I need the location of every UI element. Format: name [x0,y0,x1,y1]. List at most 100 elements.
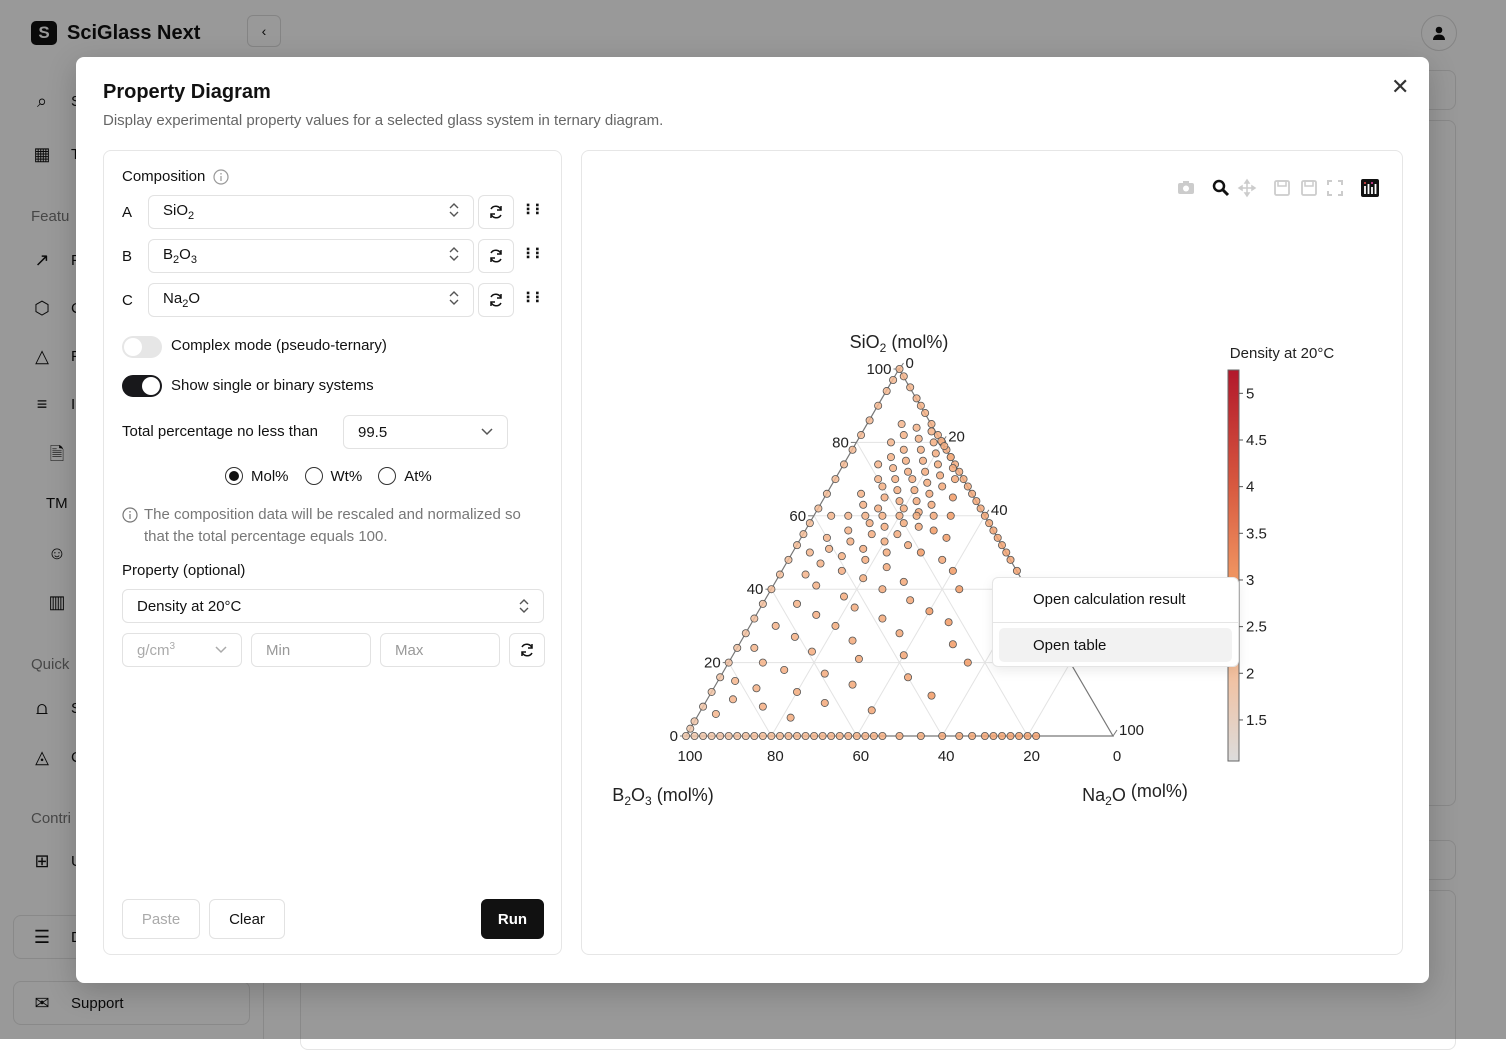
data-point[interactable] [946,511,955,520]
data-point[interactable] [810,732,819,741]
data-point[interactable] [831,621,840,630]
data-point[interactable] [807,647,816,656]
drag-handle-icon[interactable]: ⠇⠇ [525,246,544,262]
data-point[interactable] [955,467,964,476]
data-point[interactable] [938,732,947,741]
data-point[interactable] [874,401,883,410]
data-point[interactable] [914,522,923,531]
data-point[interactable] [886,453,895,462]
run-button[interactable]: Run [481,899,544,939]
reset-range-button[interactable] [509,633,545,667]
component-select-a[interactable]: SiO2 [148,195,474,229]
data-point[interactable] [827,732,836,741]
data-point[interactable] [831,475,840,484]
data-point[interactable] [839,592,848,601]
data-point[interactable] [910,486,919,495]
drag-handle-icon[interactable]: ⠇⠇ [525,202,544,218]
data-point[interactable] [869,732,878,741]
data-point[interactable] [889,464,898,473]
data-point[interactable] [980,732,989,741]
data-point[interactable] [767,732,776,741]
data-point[interactable] [825,544,834,553]
data-point[interactable] [682,732,691,741]
data-point[interactable] [741,732,750,741]
data-point[interactable] [859,544,868,553]
show-single-binary-toggle[interactable] [122,375,162,397]
data-point[interactable] [906,596,915,605]
data-point[interactable] [818,732,827,741]
save-icon[interactable] [1272,178,1292,198]
data-point[interactable] [899,372,908,381]
swap-component-button[interactable] [478,283,514,317]
data-point[interactable] [889,376,898,385]
clear-button[interactable]: Clear [209,899,285,939]
sidebar-item[interactable]: ▥ [46,591,86,613]
data-point[interactable] [857,489,866,498]
data-point[interactable] [878,511,887,520]
data-point[interactable] [997,541,1006,550]
sidebar-item[interactable]: ▦T [31,143,80,165]
data-point[interactable] [880,537,889,546]
min-input[interactable]: Min [251,633,371,667]
save-alt-icon[interactable] [1299,178,1319,198]
data-point[interactable] [814,504,823,513]
data-point[interactable] [865,416,874,425]
data-point[interactable] [859,500,868,509]
data-point[interactable] [741,629,750,638]
data-point[interactable] [899,577,908,586]
data-point[interactable] [724,732,733,741]
radio-wt-pct[interactable]: Wt% [304,467,362,485]
chart-logo-icon[interactable] [1360,178,1380,198]
data-point[interactable] [820,669,829,678]
data-point[interactable] [839,460,848,469]
data-point[interactable] [968,732,977,741]
data-point[interactable] [857,431,866,440]
data-point[interactable] [716,673,725,682]
data-point[interactable] [940,442,949,451]
data-point[interactable] [750,732,759,741]
data-point[interactable] [786,713,795,722]
sidebar-item[interactable]: ✉ Support [31,992,123,1014]
data-point[interactable] [801,732,810,741]
menu-item-open-calculation-result[interactable]: Open calculation result [1033,590,1186,608]
data-point[interactable] [874,475,883,484]
data-point[interactable] [931,449,940,458]
data-point[interactable] [1006,732,1015,741]
data-point[interactable] [699,732,708,741]
data-point[interactable] [893,486,902,495]
data-point[interactable] [989,526,998,535]
swap-component-button[interactable] [478,239,514,273]
data-point[interactable] [912,497,921,506]
data-point[interactable] [980,511,989,520]
component-select-b[interactable]: B2O3 [148,239,474,273]
data-point[interactable] [850,603,859,612]
data-point[interactable] [918,456,927,465]
data-point[interactable] [880,522,889,531]
data-point[interactable] [780,665,789,674]
data-point[interactable] [882,387,891,396]
data-point[interactable] [874,504,883,513]
data-point[interactable] [861,732,870,741]
data-point[interactable] [955,585,964,594]
data-point[interactable] [899,431,908,440]
data-point[interactable] [775,732,784,741]
unit-select[interactable]: g/cm3 [122,633,242,667]
data-point[interactable] [925,607,934,616]
data-point[interactable] [968,489,977,498]
paste-button[interactable]: Paste [122,899,200,939]
data-point[interactable] [880,493,889,502]
data-point[interactable] [936,471,945,480]
data-point[interactable] [921,409,930,418]
data-point[interactable] [844,732,853,741]
data-point[interactable] [927,691,936,700]
data-point[interactable] [927,420,936,429]
data-point[interactable] [916,401,925,410]
close-icon[interactable]: ✕ [1391,74,1410,99]
data-point[interactable] [899,651,908,660]
data-point[interactable] [867,530,876,539]
data-point[interactable] [942,533,951,542]
data-point[interactable] [848,680,857,689]
data-point[interactable] [733,732,742,741]
data-point[interactable] [912,394,921,403]
data-point[interactable] [752,684,761,693]
